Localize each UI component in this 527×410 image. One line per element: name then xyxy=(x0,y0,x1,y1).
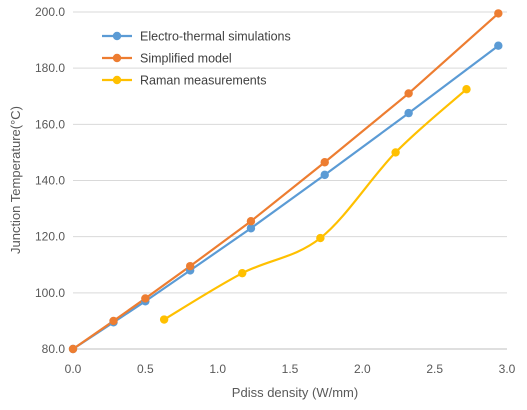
x-axis-title: Pdiss density (W/mm) xyxy=(232,385,358,400)
x-tick-labels: 0.0 0.5 1.0 1.5 2.0 2.5 3.0 xyxy=(65,362,516,376)
data-point-series-2 xyxy=(404,89,413,98)
data-point-series-2 xyxy=(185,261,195,271)
legend-swatch-marker xyxy=(112,75,122,85)
data-point-series-3 xyxy=(462,85,471,94)
series-line-3 xyxy=(163,88,468,321)
legend-swatch-marker xyxy=(112,53,122,63)
y-tick-label: 160.0 xyxy=(35,117,65,131)
data-point-series-1 xyxy=(404,108,413,118)
y-tick-label: 200.0 xyxy=(35,5,65,19)
gridlines xyxy=(73,11,507,350)
data-point-series-1 xyxy=(320,170,329,180)
legend-label: Raman measurements xyxy=(140,74,266,88)
legend-label: Electro-thermal simulations xyxy=(140,30,291,44)
data-point-series-1 xyxy=(494,41,503,50)
data-point-series-3 xyxy=(159,315,169,324)
data-point-series-2 xyxy=(320,158,329,167)
x-tick-label: 3.0 xyxy=(499,362,516,376)
series-markers xyxy=(68,9,503,354)
data-point-series-3 xyxy=(238,268,247,278)
data-point-series-3 xyxy=(391,148,400,157)
series-line-2 xyxy=(71,12,500,351)
y-tick-label: 80.0 xyxy=(42,342,66,356)
data-point-series-3 xyxy=(316,233,325,243)
series-lines xyxy=(71,12,500,351)
x-tick-label: 1.0 xyxy=(209,362,226,376)
x-tick-label: 0.0 xyxy=(65,362,82,376)
data-point-series-2 xyxy=(494,9,503,18)
data-point-series-2 xyxy=(109,316,118,326)
data-point-series-2 xyxy=(141,294,150,303)
legend: Electro-thermal simulations Simplified mo… xyxy=(102,30,291,88)
y-tick-labels: 80.0 100.0 120.0 140.0 160.0 180.0 200.0 xyxy=(35,5,65,356)
y-tick-label: 100.0 xyxy=(35,286,65,300)
y-tick-label: 180.0 xyxy=(35,61,65,75)
y-tick-label: 120.0 xyxy=(35,230,65,244)
y-axis-title: Junction Temperature(°C) xyxy=(8,106,23,254)
data-point-series-1 xyxy=(246,224,256,233)
x-tick-label: 1.5 xyxy=(282,362,299,376)
data-point-series-2 xyxy=(246,217,256,226)
legend-swatch-marker xyxy=(112,31,122,41)
x-tick-label: 2.5 xyxy=(426,362,443,376)
x-tick-label: 0.5 xyxy=(137,362,154,376)
x-tick-label: 2.0 xyxy=(354,362,371,376)
data-point-series-2 xyxy=(68,344,78,354)
y-tick-label: 140.0 xyxy=(35,174,65,188)
series-line-1 xyxy=(71,44,500,351)
legend-label: Simplified model xyxy=(140,52,232,66)
